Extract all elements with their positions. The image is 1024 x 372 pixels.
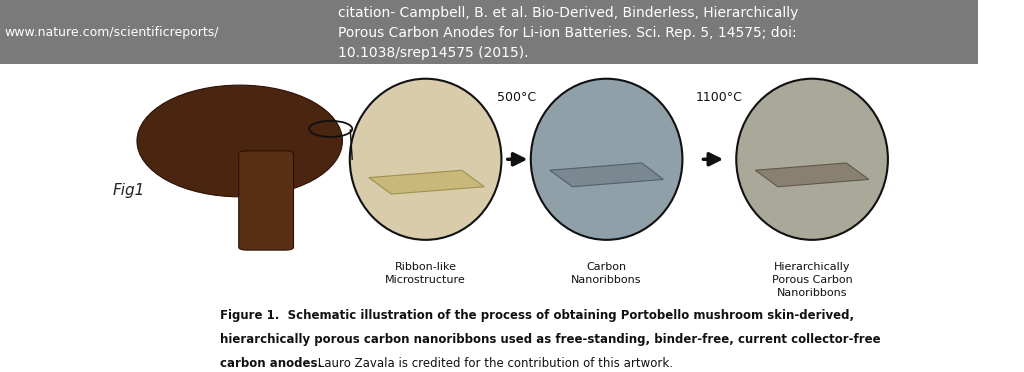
FancyBboxPatch shape	[0, 0, 978, 64]
Text: www.nature.com/scientificreports/: www.nature.com/scientificreports/	[5, 26, 219, 39]
Ellipse shape	[530, 79, 682, 240]
Text: Carbon
Nanoribbons: Carbon Nanoribbons	[571, 262, 642, 285]
Text: Porous Carbon Anodes for Li-ion Batteries. Sci. Rep. 5, 14575; doi:: Porous Carbon Anodes for Li-ion Batterie…	[338, 26, 797, 40]
Text: Dehydrate,
Stabilize: Dehydrate, Stabilize	[485, 40, 548, 62]
Text: Full Pyrolysis: Full Pyrolysis	[683, 46, 755, 56]
Polygon shape	[550, 163, 664, 187]
Polygon shape	[369, 170, 484, 194]
FancyBboxPatch shape	[239, 151, 294, 250]
Text: citation- Campbell, B. et al. Bio-Derived, Binderless, Hierarchically: citation- Campbell, B. et al. Bio-Derive…	[338, 6, 798, 20]
Text: Fig1: Fig1	[113, 183, 144, 198]
Text: Lauro Zavala is credited for the contribution of this artwork.: Lauro Zavala is credited for the contrib…	[314, 357, 673, 370]
Ellipse shape	[736, 79, 888, 240]
Text: Hierarchically
Porous Carbon
Nanoribbons: Hierarchically Porous Carbon Nanoribbons	[772, 262, 852, 298]
Ellipse shape	[137, 85, 342, 197]
Text: 500°C: 500°C	[497, 90, 537, 103]
Text: carbon anodes.: carbon anodes.	[220, 357, 323, 370]
Polygon shape	[756, 163, 868, 187]
Text: Figure 1.  Schematic illustration of the process of obtaining Portobello mushroo: Figure 1. Schematic illustration of the …	[220, 310, 854, 323]
Text: 1100°C: 1100°C	[695, 90, 742, 103]
Text: 10.1038/srep14575 (2015).: 10.1038/srep14575 (2015).	[338, 46, 528, 60]
Text: Ribbon-like
Microstructure: Ribbon-like Microstructure	[385, 262, 466, 285]
Ellipse shape	[350, 79, 502, 240]
Text: hierarchically porous carbon nanoribbons used as free-standing, binder-free, cur: hierarchically porous carbon nanoribbons…	[220, 333, 881, 346]
